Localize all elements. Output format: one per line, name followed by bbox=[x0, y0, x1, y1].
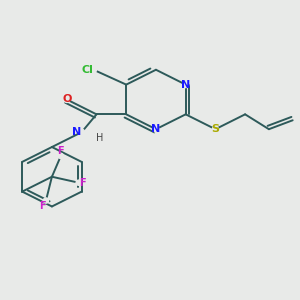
Text: H: H bbox=[97, 133, 104, 143]
Text: N: N bbox=[151, 124, 160, 134]
Circle shape bbox=[58, 153, 63, 158]
Circle shape bbox=[94, 136, 99, 141]
Text: F: F bbox=[79, 178, 85, 188]
Text: S: S bbox=[212, 124, 219, 134]
Circle shape bbox=[183, 82, 189, 88]
Circle shape bbox=[212, 126, 218, 132]
Text: Cl: Cl bbox=[82, 65, 94, 75]
Text: O: O bbox=[62, 94, 71, 104]
Circle shape bbox=[91, 67, 97, 73]
Circle shape bbox=[79, 129, 85, 135]
Text: F: F bbox=[58, 146, 64, 156]
Text: N: N bbox=[181, 80, 190, 90]
Circle shape bbox=[44, 198, 49, 203]
Circle shape bbox=[64, 97, 70, 102]
Text: F: F bbox=[39, 200, 46, 211]
Circle shape bbox=[153, 126, 159, 132]
Circle shape bbox=[76, 180, 81, 185]
Text: N: N bbox=[72, 127, 82, 137]
